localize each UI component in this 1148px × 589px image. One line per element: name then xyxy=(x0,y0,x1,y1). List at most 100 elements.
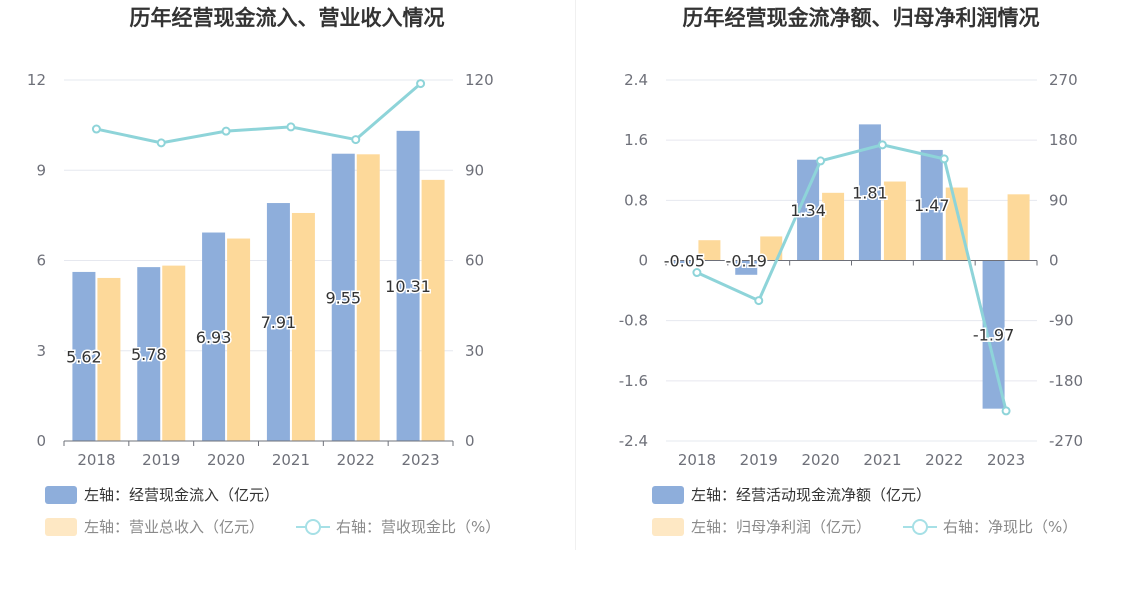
bar-series-2 xyxy=(945,187,968,261)
x-tick-label: 2019 xyxy=(740,451,778,469)
legend-swatch-net-cash-ratio xyxy=(903,518,937,536)
bar-series-2 xyxy=(822,192,845,261)
x-tick-label: 2023 xyxy=(401,451,439,469)
bar-series-2 xyxy=(760,236,783,261)
bar-series-2 xyxy=(227,238,251,441)
bar-series-1 xyxy=(137,267,161,441)
bar-series-1 xyxy=(396,130,420,442)
bar-series-1 xyxy=(266,203,290,441)
data-label: 10.31 xyxy=(385,277,431,296)
bar-series-1 xyxy=(920,149,943,261)
y-left-tick-label: -0.8 xyxy=(619,312,648,330)
x-tick-label: 2018 xyxy=(77,451,115,469)
legend-label: 左轴：经营活动现金流净额（亿元） xyxy=(691,486,932,504)
y-left-tick-label: 2.4 xyxy=(624,71,648,89)
line-point xyxy=(286,122,296,132)
legend-item-inflow[interactable]: 左轴：经营现金流入（亿元） xyxy=(45,484,279,505)
line-point xyxy=(156,138,166,148)
legend-item-ratio[interactable]: 右轴：营收现金比（%） xyxy=(296,516,500,537)
right-chart-plot: -2.4 -1.6 -0.8 0 0.8 1.6 2.4 -270 -180 -90 0 90 180 2… xyxy=(619,71,1083,469)
bar-series-1 xyxy=(735,260,758,275)
left-chart-panel: 历年经营现金流入、营业收入情况 0 3 6 9 12 0 30 60 90 120 2018 2019… xyxy=(27,6,500,537)
x-tick-label: 2020 xyxy=(207,451,245,469)
y-left-tick-label: 0.8 xyxy=(624,191,648,209)
line-point xyxy=(351,135,361,145)
y-right-tick-label: 30 xyxy=(465,342,484,360)
line-series xyxy=(696,143,1008,412)
bar-series-1 xyxy=(72,271,96,441)
y-right-tick-label: 0 xyxy=(1049,252,1059,270)
legend-swatch-revenue xyxy=(45,517,77,536)
bar-series-1 xyxy=(797,159,820,261)
y-left-tick-label: 0 xyxy=(638,252,648,270)
y-right-tick-label: 90 xyxy=(1049,191,1068,209)
y-left-tick-label: 3 xyxy=(36,342,46,360)
panel-divider xyxy=(575,0,576,550)
legend-label: 右轴：营收现金比（%） xyxy=(336,518,501,536)
y-right-tick-label: -270 xyxy=(1049,432,1083,450)
legend-swatch-ratio xyxy=(296,518,330,536)
x-tick-label: 2021 xyxy=(863,451,901,469)
legend-item-revenue[interactable]: 左轴：营业总收入（亿元） xyxy=(45,516,264,537)
legend-item-net-cash-ratio[interactable]: 右轴：净现比（%） xyxy=(903,516,1077,537)
bar-series-2 xyxy=(97,277,121,441)
y-right-tick-label: 60 xyxy=(465,252,484,270)
bar-series-2 xyxy=(421,179,445,442)
right-chart-panel: 历年经营现金流净额、归母净利润情况 -2.4 -1.6 -0.8 0 0.8 1.6 2.4… xyxy=(574,0,1148,589)
bar-series-2 xyxy=(883,181,906,261)
x-tick-label: 2018 xyxy=(678,451,716,469)
data-label: 1.81 xyxy=(852,183,888,202)
line-point xyxy=(816,156,826,166)
line-point xyxy=(1001,406,1011,416)
data-label: 6.93 xyxy=(196,328,232,347)
line-point xyxy=(91,124,101,134)
x-tick-label: 2022 xyxy=(337,451,375,469)
line-point xyxy=(939,154,949,164)
line-series xyxy=(96,82,422,145)
bar-series-1 xyxy=(982,260,1005,409)
legend-swatch-net-profit xyxy=(652,517,684,536)
legend-item-net-profit[interactable]: 左轴：归母净利润（亿元） xyxy=(652,516,871,537)
line-point xyxy=(416,79,426,89)
legend-label: 左轴：归母净利润（亿元） xyxy=(691,518,872,536)
chart-title: 历年经营现金流入、营业收入情况 xyxy=(129,6,445,30)
data-label: -1.97 xyxy=(973,326,1014,345)
data-label: 1.34 xyxy=(790,201,826,220)
line-point xyxy=(754,296,764,306)
bar-series-1 xyxy=(673,260,696,265)
y-left-tick-label: -2.4 xyxy=(619,432,648,450)
x-tick-label: 2021 xyxy=(272,451,310,469)
bar-series-1 xyxy=(202,232,226,441)
y-left-tick-label: 6 xyxy=(36,252,46,270)
y-right-tick-label: 0 xyxy=(465,432,475,450)
y-right-tick-label: 270 xyxy=(1049,71,1078,89)
data-label: 7.91 xyxy=(261,313,297,332)
chart-title: 历年经营现金流净额、归母净利润情况 xyxy=(682,6,1040,30)
x-tick-label: 2023 xyxy=(987,451,1025,469)
data-label: 5.62 xyxy=(66,347,102,366)
legend-label: 右轴：净现比（%） xyxy=(943,518,1078,536)
line-point xyxy=(221,126,231,136)
legend-label: 左轴：经营现金流入（亿元） xyxy=(84,486,280,504)
data-label: -0.19 xyxy=(726,252,767,271)
y-right-tick-label: -180 xyxy=(1049,372,1083,390)
x-tick-label: 2020 xyxy=(801,451,839,469)
bar-series-2 xyxy=(698,240,721,261)
legend-item-net-cashflow[interactable]: 左轴：经营活动现金流净额（亿元） xyxy=(652,484,931,505)
bar-series-1 xyxy=(858,124,881,261)
data-label: -0.05 xyxy=(664,252,705,271)
data-label: 5.78 xyxy=(131,345,167,364)
y-right-tick-label: 90 xyxy=(465,161,484,179)
bar-series-1 xyxy=(331,153,355,441)
data-label: 1.47 xyxy=(914,196,950,215)
legend-swatch-net-cashflow xyxy=(652,485,684,504)
legend-label: 左轴：营业总收入（亿元） xyxy=(84,518,265,536)
data-label: 9.55 xyxy=(325,288,361,307)
x-tick-label: 2022 xyxy=(925,451,963,469)
line-point xyxy=(692,268,702,278)
bar-series-2 xyxy=(356,154,380,441)
legend-swatch-inflow xyxy=(45,485,77,504)
y-right-tick-label: -90 xyxy=(1049,312,1074,330)
y-right-tick-label: 120 xyxy=(465,71,494,89)
